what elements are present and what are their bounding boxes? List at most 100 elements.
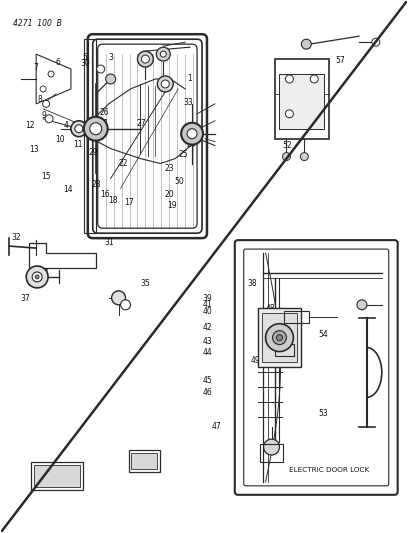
Text: 34: 34: [39, 268, 49, 277]
Text: 18: 18: [108, 196, 118, 205]
Bar: [84, 39, 96, 233]
Text: 32: 32: [11, 233, 21, 242]
Text: 36: 36: [116, 294, 126, 303]
Text: 1: 1: [187, 74, 192, 83]
Text: 11: 11: [73, 140, 82, 149]
Circle shape: [277, 335, 282, 341]
Text: 16: 16: [100, 190, 109, 199]
Circle shape: [45, 115, 53, 123]
Circle shape: [142, 55, 149, 63]
Text: 53: 53: [319, 409, 328, 418]
Text: 49: 49: [251, 357, 261, 366]
Bar: [31, 462, 83, 490]
Circle shape: [97, 65, 105, 73]
Text: 12: 12: [25, 122, 35, 131]
Text: 2: 2: [163, 53, 168, 62]
Circle shape: [84, 117, 108, 141]
Circle shape: [372, 38, 380, 46]
Text: 22: 22: [118, 159, 128, 167]
Circle shape: [264, 439, 279, 455]
Circle shape: [310, 75, 318, 83]
Bar: [275, 59, 329, 139]
Text: 5: 5: [82, 53, 87, 62]
Text: 46: 46: [202, 388, 212, 397]
Bar: [131, 453, 157, 469]
Bar: [279, 74, 324, 129]
Bar: [34, 465, 80, 487]
Text: 54: 54: [319, 330, 328, 339]
Bar: [262, 313, 297, 362]
Text: 41: 41: [202, 300, 212, 309]
Text: 51: 51: [304, 104, 314, 113]
Text: 9: 9: [42, 111, 47, 120]
Circle shape: [137, 51, 153, 67]
Text: 47: 47: [212, 422, 222, 431]
Circle shape: [112, 291, 126, 305]
Circle shape: [286, 75, 293, 83]
Text: 29: 29: [89, 148, 99, 157]
Text: 39: 39: [202, 294, 212, 303]
Text: 57: 57: [335, 56, 345, 65]
Text: 20: 20: [165, 190, 174, 199]
Text: 17: 17: [124, 198, 134, 207]
Text: 25: 25: [179, 150, 188, 159]
Circle shape: [156, 47, 170, 61]
Circle shape: [357, 300, 367, 310]
Text: 15: 15: [41, 172, 51, 181]
Text: 3: 3: [109, 53, 113, 62]
Text: 10: 10: [55, 135, 65, 144]
Text: 42: 42: [202, 323, 212, 332]
Circle shape: [160, 51, 166, 57]
Text: 43: 43: [202, 337, 212, 346]
Circle shape: [40, 86, 46, 92]
Text: 52: 52: [282, 141, 292, 150]
Circle shape: [75, 125, 83, 133]
Text: 27: 27: [136, 119, 146, 128]
Circle shape: [106, 74, 115, 84]
Circle shape: [181, 123, 203, 144]
Circle shape: [26, 266, 48, 288]
Circle shape: [157, 76, 173, 92]
Circle shape: [161, 80, 169, 88]
Circle shape: [35, 275, 39, 279]
Text: 35: 35: [140, 279, 150, 288]
Text: 30: 30: [81, 60, 91, 68]
Text: 28: 28: [92, 180, 101, 189]
Text: 23: 23: [165, 164, 174, 173]
Bar: [257, 308, 302, 367]
Text: 4: 4: [64, 122, 69, 131]
Text: 19: 19: [167, 201, 176, 210]
Circle shape: [32, 272, 42, 282]
Text: 38: 38: [248, 279, 257, 288]
Circle shape: [90, 123, 102, 135]
Circle shape: [187, 129, 197, 139]
Circle shape: [302, 39, 311, 49]
Text: 44: 44: [202, 348, 212, 357]
Text: 56: 56: [56, 475, 66, 484]
Circle shape: [42, 100, 49, 107]
Text: 33: 33: [184, 98, 193, 107]
Circle shape: [286, 110, 293, 118]
Text: 48: 48: [266, 304, 276, 313]
Circle shape: [273, 330, 286, 345]
Text: 21: 21: [100, 119, 109, 128]
Text: ELECTRIC DOOR LOCK: ELECTRIC DOOR LOCK: [289, 467, 369, 473]
Text: 37: 37: [20, 294, 30, 303]
Text: 8: 8: [38, 95, 42, 104]
Text: 50: 50: [175, 177, 184, 186]
Text: 31: 31: [104, 238, 113, 247]
Bar: [275, 344, 295, 356]
Text: 13: 13: [29, 146, 39, 155]
Circle shape: [300, 152, 308, 160]
Text: 14: 14: [63, 185, 73, 194]
Bar: [259, 444, 284, 462]
Circle shape: [282, 152, 290, 160]
Circle shape: [71, 121, 87, 136]
Text: 6: 6: [55, 58, 60, 67]
Text: 26: 26: [100, 108, 109, 117]
Circle shape: [48, 71, 54, 77]
Text: 7: 7: [33, 63, 38, 72]
Bar: [284, 311, 309, 322]
Bar: [129, 450, 160, 472]
Text: 40: 40: [202, 307, 212, 316]
